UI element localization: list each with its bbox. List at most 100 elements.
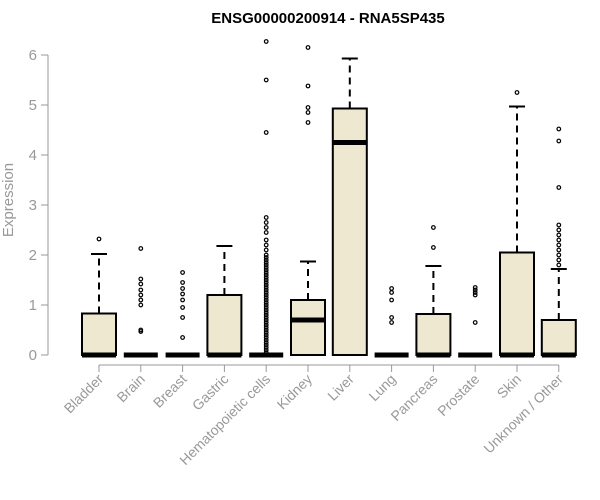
outlier-4-24 (263, 290, 269, 295)
outlier-4-29 (263, 277, 269, 283)
outlier-4-1 (263, 347, 269, 353)
box-0 (81, 312, 117, 356)
outlier-11-6 (556, 232, 562, 238)
outlier-4-46 (263, 215, 269, 220)
outlier-4-45 (263, 220, 269, 225)
outlier-11-11 (556, 126, 562, 132)
outlier-5-0 (305, 120, 311, 125)
outlier-1-5 (138, 287, 144, 293)
outlier-4-25 (263, 287, 269, 293)
outlier-4-36 (263, 260, 269, 265)
outlier-2-7 (180, 270, 186, 275)
boxes-layer (81, 39, 577, 358)
outlier-9-2 (472, 290, 478, 295)
x-tick-label-7: Lung (365, 371, 398, 404)
outlier-4-39 (263, 252, 269, 258)
box-group-6 (331, 57, 368, 356)
outlier-4-3 (263, 342, 269, 348)
box-group-5 (290, 45, 326, 356)
outlier-4-15 (263, 312, 269, 318)
y-tick-label-4: 4 (29, 147, 37, 164)
y-tick-label-1: 1 (29, 297, 37, 314)
outlier-4-21 (263, 297, 269, 303)
outlier-2-1 (180, 315, 186, 320)
outlier-7-4 (389, 286, 395, 291)
y-tick-label-5: 5 (29, 97, 37, 114)
outlier-4-44 (263, 225, 269, 230)
outlier-4-37 (263, 257, 269, 263)
box-6 (331, 107, 368, 356)
outlier-7-1 (389, 315, 395, 320)
outlier-2-2 (180, 305, 186, 310)
outlier-2-0 (180, 335, 186, 340)
outlier-4-13 (263, 317, 269, 323)
x-tick-label-10: Skin (494, 371, 525, 402)
y-tick-label-0: 0 (29, 347, 37, 364)
x-tick-label-11: Unknown / Other (480, 371, 566, 457)
outlier-4-19 (263, 302, 269, 308)
outlier-4-2 (263, 345, 269, 350)
outlier-4-11 (263, 322, 269, 328)
outlier-4-17 (263, 307, 269, 313)
outlier-4-4 (263, 340, 269, 345)
outlier-9-4 (472, 285, 478, 290)
box-10 (499, 251, 535, 356)
chart-title: ENSG00000200914 - RNA5SP435 (211, 10, 444, 27)
outlier-1-7 (138, 276, 144, 282)
outlier-4-6 (263, 335, 269, 340)
outlier-4-8 (263, 330, 269, 335)
outlier-10-0 (514, 90, 520, 95)
outlier-4-43 (263, 230, 269, 235)
outlier-4-28 (263, 280, 269, 285)
box-3 (206, 294, 243, 356)
x-tick-label-5: Kidney (274, 371, 316, 413)
outlier-4-7 (263, 332, 269, 338)
outlier-7-3 (389, 290, 395, 295)
outlier-4-32 (263, 270, 269, 275)
outlier-2-5 (180, 286, 186, 291)
outlier-4-0 (263, 350, 269, 355)
outlier-11-9 (556, 185, 562, 190)
outlier-4-48 (263, 77, 269, 83)
outlier-4-49 (263, 39, 269, 44)
outlier-11-1 (556, 257, 562, 263)
outlier-4-20 (263, 300, 269, 305)
outlier-9-0 (472, 320, 478, 325)
outlier-1-2 (138, 302, 144, 308)
outlier-4-41 (263, 242, 269, 248)
outlier-4-40 (263, 247, 269, 253)
outlier-11-10 (556, 138, 562, 144)
outlier-4-34 (263, 265, 269, 270)
box-8 (415, 313, 452, 356)
outlier-4-27 (263, 282, 269, 288)
outlier-4-31 (263, 272, 269, 278)
outlier-4-16 (263, 310, 269, 315)
x-tick-label-9: Prostate (434, 371, 482, 419)
outlier-8-0 (431, 245, 436, 250)
outlier-5-3 (305, 83, 311, 89)
x-tick-label-6: Liver (324, 371, 357, 404)
box-group-0 (81, 236, 117, 358)
y-tick-label-2: 2 (29, 247, 37, 264)
outlier-7-2 (389, 297, 395, 303)
outlier-1-4 (138, 292, 144, 298)
outlier-9-1 (472, 292, 478, 298)
box-group-10 (499, 90, 535, 358)
x-tick-label-0: Bladder (61, 371, 107, 417)
outlier-2-4 (180, 291, 186, 297)
outlier-5-2 (305, 105, 311, 110)
outlier-4-26 (263, 285, 269, 290)
y-axis-label: Expression (0, 163, 17, 237)
box-group-11 (540, 126, 577, 358)
outlier-4-9 (263, 327, 269, 333)
box-group-8 (415, 225, 452, 358)
outlier-11-7 (556, 227, 562, 233)
y-tick-label-3: 3 (29, 197, 37, 214)
outlier-5-4 (305, 45, 311, 50)
outlier-9-3 (472, 287, 478, 293)
box-group-3 (206, 245, 243, 358)
outlier-4-47 (263, 130, 269, 135)
outlier-4-5 (263, 337, 269, 343)
box-group-1 (123, 246, 158, 358)
